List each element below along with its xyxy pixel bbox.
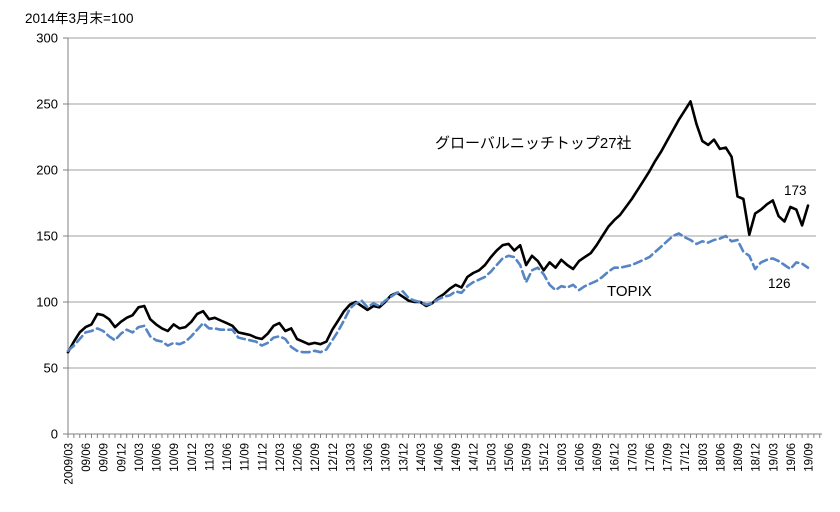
x-tick-label: 18/12: [751, 443, 763, 472]
x-tick-label: 18/09: [733, 443, 745, 472]
x-tick-label: 14/03: [416, 443, 428, 472]
x-tick-label: 15/03: [486, 443, 498, 472]
y-tick-label: 200: [36, 163, 58, 178]
x-tick-label: 13/12: [398, 443, 410, 472]
x-tick-label: 18/06: [715, 443, 727, 472]
x-tick-label: 10/09: [169, 443, 181, 472]
x-tick-label: 17/12: [680, 443, 692, 472]
y-tick-label: 100: [36, 295, 58, 310]
x-tick-label: 16/06: [574, 443, 586, 472]
x-tick-label: 09/06: [81, 443, 93, 472]
end-value-topix: 126: [768, 276, 791, 291]
x-tick-label: 12/09: [310, 443, 322, 472]
end-value-gnt27: 173: [784, 183, 807, 198]
y-tick-label: 300: [36, 31, 58, 46]
x-tick-label: 10/06: [152, 443, 164, 472]
x-tick-label: 11/03: [204, 443, 216, 471]
x-tick-label: 17/03: [627, 443, 639, 472]
x-tick-label: 09/09: [99, 443, 111, 472]
x-tick-label: 10/03: [134, 443, 146, 472]
x-tick-label: 10/12: [187, 443, 199, 472]
x-tick-label: 13/09: [381, 443, 393, 472]
x-tick-label: 13/03: [345, 443, 357, 472]
x-tick-label: 18/03: [698, 443, 710, 472]
x-tick-label: 13/06: [363, 443, 375, 472]
x-tick-label: 12/12: [328, 443, 340, 472]
x-tick-label: 16/12: [610, 443, 622, 472]
x-tick-label: 11/06: [222, 443, 234, 471]
series-label-topix: TOPIX: [607, 283, 652, 300]
series-label-gnt27: グローバルニッチトップ27社: [435, 135, 632, 152]
x-tick-label: 16/09: [592, 443, 604, 472]
x-tick-label: 15/12: [539, 443, 551, 472]
series-line-topix: [66, 232, 810, 354]
x-tick-label: 15/06: [504, 443, 516, 472]
y-tick-label: 150: [36, 229, 58, 244]
x-tick-label: 17/06: [645, 443, 657, 472]
x-tick-label: 09/12: [116, 443, 128, 472]
x-tick-label: 12/06: [293, 443, 305, 472]
x-tick-label: 14/12: [469, 443, 481, 472]
x-tick-label: 19/06: [786, 443, 798, 472]
x-tick-label: 11/12: [257, 443, 269, 471]
chart-title: 2014年3月末=100: [25, 11, 134, 26]
y-tick-label: 250: [36, 97, 58, 112]
x-tick-label: 16/03: [557, 443, 569, 472]
x-tick-label: 19/03: [768, 443, 780, 472]
x-tick-label: 14/06: [433, 443, 445, 472]
x-tick-label: 19/09: [803, 443, 815, 472]
x-tick-label: 12/03: [275, 443, 287, 472]
x-tick-label: 14/09: [451, 443, 463, 472]
y-tick-label: 50: [44, 361, 58, 376]
x-tick-label: 2009/03: [64, 443, 76, 485]
x-tick-label: 11/09: [240, 443, 252, 471]
x-tick-label: 17/09: [663, 443, 675, 472]
y-tick-label: 0: [51, 427, 58, 442]
x-tick-label: 15/09: [522, 443, 534, 472]
